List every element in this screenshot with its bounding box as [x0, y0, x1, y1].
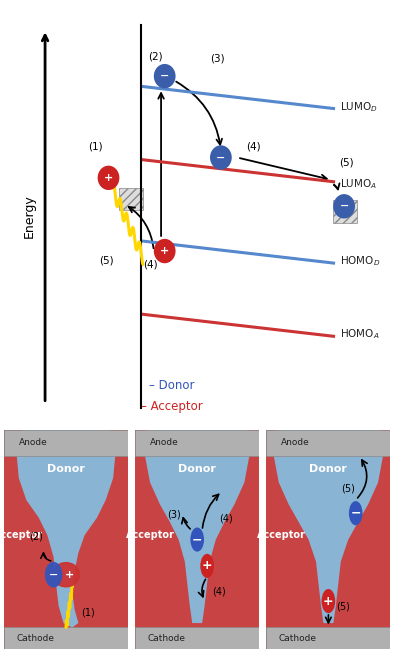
Text: −: −: [49, 569, 58, 580]
FancyBboxPatch shape: [4, 430, 128, 456]
Circle shape: [154, 64, 176, 89]
Circle shape: [190, 527, 204, 552]
FancyBboxPatch shape: [135, 430, 259, 456]
FancyBboxPatch shape: [266, 627, 390, 649]
Text: Anode: Anode: [19, 438, 48, 447]
PathPatch shape: [145, 430, 249, 623]
Text: +: +: [202, 560, 212, 573]
Text: Acceptor: Acceptor: [257, 530, 306, 540]
Text: (5): (5): [336, 602, 350, 612]
Text: Donor: Donor: [309, 464, 348, 474]
Text: +: +: [65, 569, 74, 580]
Text: HOMO$_D$: HOMO$_D$: [340, 255, 381, 268]
Text: Energy: Energy: [22, 195, 35, 238]
Circle shape: [200, 554, 214, 578]
Text: Donor: Donor: [178, 464, 216, 474]
FancyBboxPatch shape: [266, 430, 390, 649]
Circle shape: [349, 501, 362, 525]
Text: (5): (5): [339, 157, 353, 168]
Text: (2): (2): [29, 531, 43, 542]
Text: Acceptor: Acceptor: [0, 530, 43, 540]
Text: (1): (1): [89, 142, 103, 152]
PathPatch shape: [17, 430, 116, 627]
Text: (4): (4): [246, 142, 261, 152]
Text: – Donor: – Donor: [149, 379, 195, 392]
FancyBboxPatch shape: [4, 430, 128, 649]
Circle shape: [154, 239, 176, 263]
Text: Cathode: Cathode: [148, 634, 186, 643]
Text: −: −: [350, 506, 361, 520]
FancyBboxPatch shape: [333, 200, 357, 222]
Text: (4): (4): [219, 514, 233, 524]
FancyBboxPatch shape: [135, 430, 259, 649]
Text: LUMO$_A$: LUMO$_A$: [340, 177, 377, 191]
Text: LUMO$_D$: LUMO$_D$: [340, 100, 378, 113]
PathPatch shape: [274, 430, 383, 623]
FancyBboxPatch shape: [135, 627, 259, 649]
Text: −: −: [340, 201, 349, 211]
Text: (4): (4): [212, 586, 226, 596]
Circle shape: [210, 145, 232, 170]
Text: HOMO$_A$: HOMO$_A$: [340, 327, 380, 341]
FancyBboxPatch shape: [119, 188, 143, 211]
Text: +: +: [160, 246, 169, 256]
FancyBboxPatch shape: [266, 430, 390, 456]
Circle shape: [333, 194, 355, 218]
Text: (1): (1): [81, 607, 95, 617]
Text: (3): (3): [210, 54, 225, 64]
Text: −: −: [160, 71, 169, 81]
Circle shape: [98, 165, 119, 190]
Text: – Acceptor: – Acceptor: [141, 400, 203, 413]
Text: Anode: Anode: [150, 438, 179, 447]
Text: −: −: [216, 152, 225, 163]
Text: (2): (2): [148, 52, 163, 62]
FancyBboxPatch shape: [4, 627, 128, 649]
Text: (5): (5): [99, 255, 114, 265]
Ellipse shape: [52, 563, 80, 587]
Text: (4): (4): [143, 259, 158, 270]
Ellipse shape: [46, 563, 61, 587]
Text: Cathode: Cathode: [279, 634, 317, 643]
Text: (3): (3): [167, 510, 181, 520]
Text: −: −: [192, 533, 203, 546]
Text: +: +: [323, 594, 334, 607]
Text: Cathode: Cathode: [17, 634, 54, 643]
Text: Anode: Anode: [281, 438, 310, 447]
Circle shape: [322, 589, 335, 613]
Text: (5): (5): [341, 483, 355, 493]
Text: Acceptor: Acceptor: [126, 530, 175, 540]
Text: +: +: [104, 173, 113, 183]
Text: Donor: Donor: [47, 464, 85, 474]
